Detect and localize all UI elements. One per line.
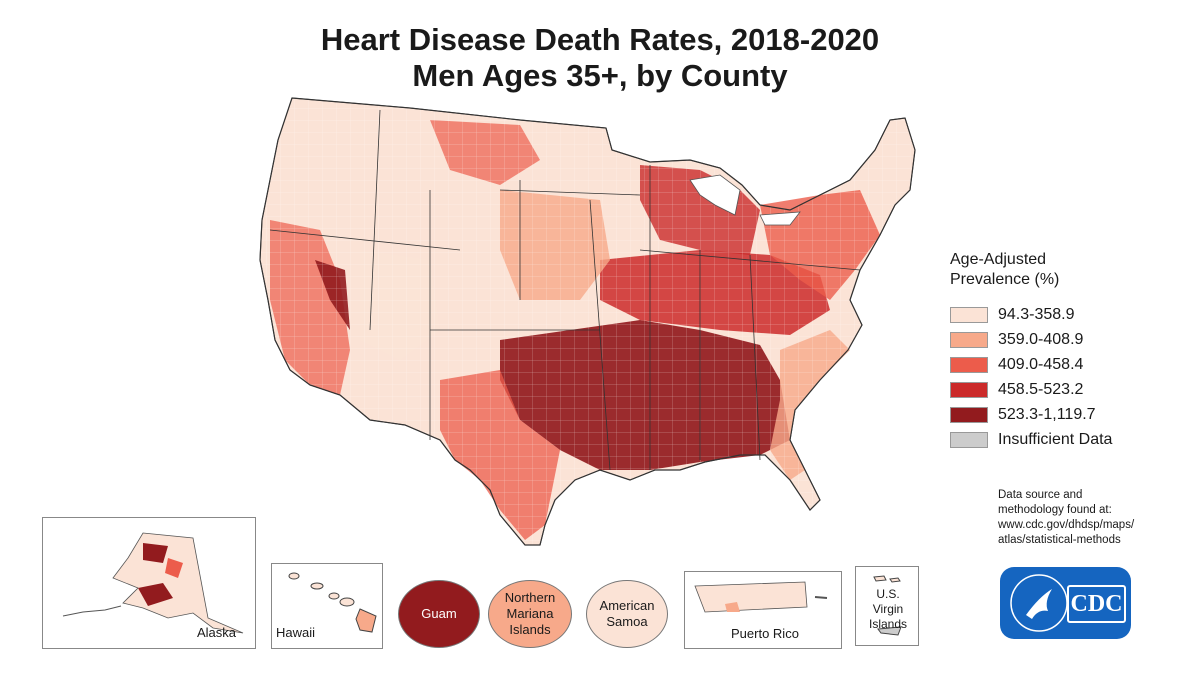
legend-label: 94.3-358.9 — [998, 305, 1075, 323]
legend: Age-Adjusted Prevalence (%) 94.3-358.9 35… — [950, 250, 1112, 452]
legend-heading: Age-Adjusted Prevalence (%) — [950, 251, 1060, 288]
legend-swatch — [950, 356, 988, 373]
map-title: Heart Disease Death Rates, 2018-2020 — [320, 22, 880, 57]
cdc-wordmark: CDC — [1067, 585, 1126, 623]
puerto-rico-shape — [694, 581, 828, 613]
alaska-shape — [62, 532, 244, 634]
hawaii-shape — [288, 572, 377, 633]
hawaii-inset: Hawaii — [271, 563, 383, 649]
legend-item: Insufficient Data — [950, 427, 1112, 452]
map-subtitle: Men Ages 35+, by County — [412, 58, 788, 93]
alaska-inset: Alaska — [42, 517, 256, 649]
northern-mariana-marker: Northern Mariana Islands — [488, 580, 572, 648]
virgin-islands-label: U.S. Virgin Islands — [868, 587, 908, 631]
legend-item: 523.3-1,119.7 — [950, 402, 1112, 427]
hawaii-label: Hawaii — [276, 625, 316, 640]
legend-item: 409.0-458.4 — [950, 352, 1112, 377]
legend-label: 409.0-458.4 — [998, 355, 1084, 373]
legend-items: 94.3-358.9 359.0-408.9 409.0-458.4 458.5-52… — [950, 302, 1112, 452]
legend-label: Insufficient Data — [998, 430, 1113, 448]
legend-swatch — [950, 331, 988, 348]
legend-item: 359.0-408.9 — [950, 327, 1112, 352]
guam-marker: Guam — [398, 580, 480, 648]
great-lakes — [689, 174, 801, 226]
alaska-label: Alaska — [197, 625, 237, 640]
virgin-islands-shape — [873, 575, 902, 636]
legend-label: 359.0-408.9 — [998, 330, 1084, 348]
state-borders — [269, 109, 861, 471]
virgin-islands-inset: U.S. Virgin Islands — [855, 566, 919, 646]
puerto-rico-label: Puerto Rico — [731, 626, 799, 641]
legend-swatch — [950, 406, 988, 423]
legend-item: 94.3-358.9 — [950, 302, 1112, 327]
puerto-rico-inset: Puerto Rico — [684, 571, 842, 649]
hhs-eagle-icon — [1010, 574, 1068, 632]
legend-item: 458.5-523.2 — [950, 377, 1112, 402]
legend-label: 458.5-523.2 — [998, 380, 1084, 398]
legend-swatch — [950, 306, 988, 323]
source-note: Data source and methodology found at: ww… — [998, 489, 1135, 546]
legend-swatch — [950, 381, 988, 398]
legend-label: 523.3-1,119.7 — [998, 405, 1096, 423]
legend-swatch — [950, 431, 988, 448]
american-samoa-marker: American Samoa — [586, 580, 668, 648]
